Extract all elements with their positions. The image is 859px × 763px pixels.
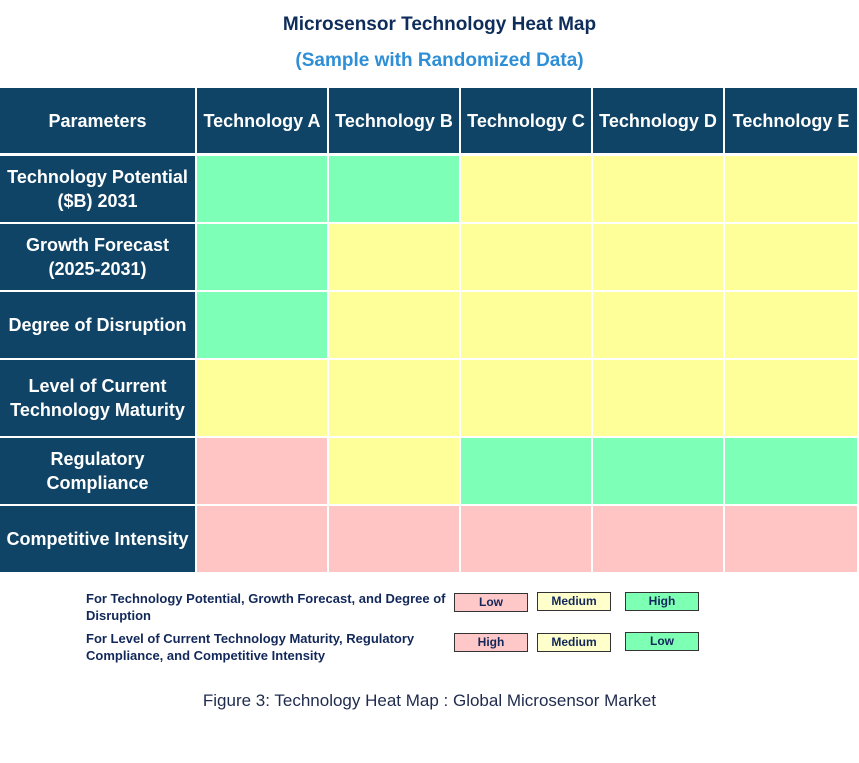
heatmap-cell — [461, 360, 591, 436]
heatmap-cell — [197, 156, 327, 222]
heatmap-cell — [329, 438, 459, 504]
heatmap-cell — [461, 224, 591, 290]
legend-box-high-2: High — [454, 633, 528, 652]
legend-box-medium-2: Medium — [537, 633, 611, 652]
heatmap-cell — [593, 438, 723, 504]
row-header: Competitive Intensity — [0, 506, 195, 572]
heatmap-grid: Parameters Technology A Technology B Techno… — [0, 88, 859, 574]
heatmap-cell — [725, 292, 857, 358]
column-header: Technology D — [593, 88, 723, 153]
heatmap-cell — [461, 156, 591, 222]
heatmap-cell — [329, 156, 459, 222]
figure-caption: Figure 3: Technology Heat Map : Global M… — [202, 691, 657, 710]
heatmap-cell — [461, 292, 591, 358]
heatmap-cell — [725, 506, 857, 572]
column-header: Technology C — [461, 88, 591, 153]
heatmap-cell — [461, 438, 591, 504]
heatmap-cell — [197, 292, 327, 358]
heatmap-cell — [725, 224, 857, 290]
heatmap-cell — [197, 506, 327, 572]
chart-subtitle: (Sample with Randomized Data) — [295, 50, 584, 71]
legend-box-low: Low — [454, 593, 528, 612]
legend-box-low-2: Low — [625, 632, 699, 651]
column-header: Technology E — [725, 88, 857, 153]
chart-title: Microsensor Technology Heat Map — [282, 14, 597, 35]
column-header: Technology A — [197, 88, 327, 153]
heatmap-cell — [197, 360, 327, 436]
row-header: Level of Current Technology Maturity — [0, 360, 195, 436]
heatmap-cell — [725, 156, 857, 222]
heatmap-cell — [329, 360, 459, 436]
heatmap-cell — [329, 506, 459, 572]
heatmap-cell — [593, 506, 723, 572]
heatmap-cell — [329, 224, 459, 290]
legend-text-2: For Level of Current Technology Maturity… — [86, 631, 415, 663]
heatmap-cell — [593, 156, 723, 222]
row-header: Degree of Disruption — [0, 292, 195, 358]
column-header: Technology B — [329, 88, 459, 153]
heatmap-cell — [329, 292, 459, 358]
heatmap-cell — [725, 438, 857, 504]
legend-box-medium: Medium — [537, 592, 611, 611]
row-header: Growth Forecast (2025-2031) — [0, 224, 195, 290]
heatmap-cell — [197, 438, 327, 504]
row-header: Technology Potential ($B) 2031 — [0, 156, 195, 222]
heatmap-cell — [593, 360, 723, 436]
heatmap-cell — [593, 292, 723, 358]
legend-text-1: For Technology Potential, Growth Forecas… — [86, 591, 446, 623]
column-header: Parameters — [0, 88, 195, 153]
heatmap-cell — [593, 224, 723, 290]
heatmap-cell — [461, 506, 591, 572]
row-header: Regulatory Compliance — [0, 438, 195, 504]
heatmap-cell — [197, 224, 327, 290]
heatmap-cell — [725, 360, 857, 436]
legend-box-high: High — [625, 592, 699, 611]
